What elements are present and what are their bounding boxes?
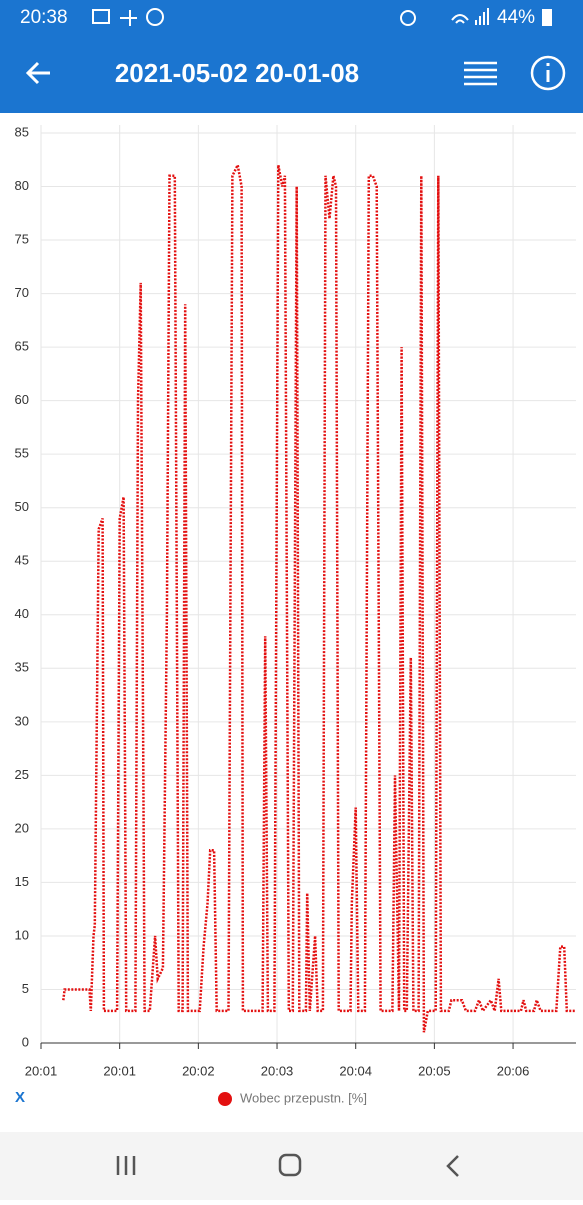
y-tick-label: 80 <box>15 178 29 193</box>
y-tick-label: 85 <box>15 124 29 139</box>
y-tick-label: 65 <box>15 339 29 354</box>
wifi-icon <box>451 14 469 24</box>
list-button[interactable] <box>464 61 497 86</box>
y-tick-label: 55 <box>15 446 29 461</box>
x-tick-label: 20:01 <box>25 1063 58 1078</box>
whatsapp-icon <box>146 8 164 26</box>
image-icon <box>92 9 110 24</box>
x-tick-label: 20:04 <box>339 1063 372 1078</box>
y-tick-label: 20 <box>15 820 29 835</box>
x-axis-button[interactable]: X <box>15 1089 25 1106</box>
battery-icon <box>542 9 552 26</box>
legend-marker <box>218 1092 232 1106</box>
x-tick-label: 20:03 <box>261 1063 294 1078</box>
y-tick-label: 35 <box>15 660 29 675</box>
y-tick-label: 50 <box>15 499 29 514</box>
back-button[interactable] <box>25 61 50 85</box>
x-tick-label: 20:06 <box>497 1063 530 1078</box>
legend-label: Wobec przepustn. [%] <box>240 1090 367 1105</box>
y-tick-label: 45 <box>15 553 29 568</box>
y-tick-label: 75 <box>15 231 29 246</box>
app-bar <box>0 0 583 113</box>
y-tick-label: 40 <box>15 606 29 621</box>
chart: 0 5 10 15 20 25 30 35 40 45 50 55 60 65 70 75 80 85 20:01 2… <box>15 124 576 1078</box>
info-button[interactable] <box>530 55 566 91</box>
y-tick-label: 25 <box>15 767 29 782</box>
recents-button[interactable] <box>116 1156 136 1175</box>
status-icons <box>92 8 489 26</box>
y-tick-label: 5 <box>22 981 29 996</box>
x-tick-label: 20:01 <box>103 1063 136 1078</box>
x-tick-label: 20:02 <box>182 1063 215 1078</box>
nav-bar <box>0 1132 583 1200</box>
data-line <box>62 161 576 1033</box>
y-tick-label: 30 <box>15 713 29 728</box>
x-tick-label: 20:05 <box>418 1063 451 1078</box>
status-time: 20:38 <box>20 7 68 28</box>
battery-level: 44% <box>497 7 535 28</box>
back-nav-button[interactable] <box>446 1155 459 1177</box>
y-tick-label: 70 <box>15 285 29 300</box>
info-circle <box>530 55 566 91</box>
y-tick-label: 60 <box>15 392 29 407</box>
y-tick-label: 15 <box>15 874 29 889</box>
y-tick-label: 0 <box>22 1034 29 1049</box>
alarm-icon <box>400 10 416 26</box>
airplane-icon <box>120 10 137 26</box>
home-button[interactable] <box>278 1153 302 1177</box>
screen-title: 2021-05-02 20-01-08 <box>115 58 359 88</box>
signal-icon <box>475 8 489 25</box>
y-tick-label: 10 <box>15 927 29 942</box>
